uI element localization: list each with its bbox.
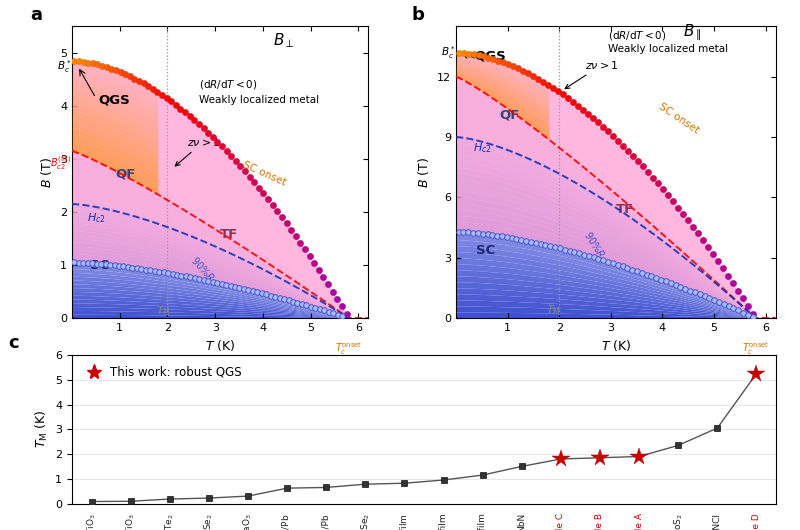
Text: $T_{\mathrm{M}}$: $T_{\mathrm{M}}$	[155, 304, 170, 317]
Text: $z\nu > 1$: $z\nu > 1$	[175, 136, 220, 166]
Text: a: a	[30, 6, 42, 23]
Text: c: c	[9, 334, 19, 352]
Y-axis label: $B$ (T): $B$ (T)	[39, 157, 54, 188]
Text: $(\mathrm{d}R/\mathrm{d}T < 0)$: $(\mathrm{d}R/\mathrm{d}T < 0)$	[608, 29, 667, 42]
Text: $(\mathrm{d}R/\mathrm{d}T < 0)$: $(\mathrm{d}R/\mathrm{d}T < 0)$	[198, 78, 258, 91]
Text: $T_c^{\rm onset}$: $T_c^{\rm onset}$	[335, 340, 362, 357]
Text: TF: TF	[616, 204, 634, 216]
Text: $T_{\mathrm{M}}$: $T_{\mathrm{M}}$	[546, 303, 561, 317]
Y-axis label: $B$ (T): $B$ (T)	[417, 157, 431, 188]
Text: SC: SC	[90, 259, 110, 272]
Text: 90%$R_n$: 90%$R_n$	[580, 229, 610, 266]
Text: SC onset: SC onset	[658, 101, 702, 135]
Text: QGS: QGS	[474, 50, 506, 63]
Text: SC onset: SC onset	[242, 160, 288, 188]
Text: $B_{\perp}$: $B_{\perp}$	[273, 31, 294, 50]
Legend: This work: robust QGS: This work: robust QGS	[78, 361, 246, 383]
Text: $B_{\parallel}$: $B_{\parallel}$	[683, 23, 702, 43]
Text: TF: TF	[220, 228, 238, 242]
Text: $z\nu > 1$: $z\nu > 1$	[565, 59, 618, 89]
Text: $B_c^*$: $B_c^*$	[57, 58, 71, 75]
Text: SC: SC	[476, 244, 495, 257]
Text: $H_{c2}$: $H_{c2}$	[87, 211, 106, 225]
Text: QGS: QGS	[98, 93, 130, 107]
Text: $B_{c2}^{\rm(fit)}$: $B_{c2}^{\rm(fit)}$	[50, 154, 71, 172]
X-axis label: $T$ (K): $T$ (K)	[601, 339, 631, 354]
Text: b: b	[411, 6, 424, 23]
Text: QF: QF	[500, 109, 520, 122]
Text: QF: QF	[115, 167, 135, 181]
Text: 90%$R_n$: 90%$R_n$	[186, 254, 220, 289]
Text: $T_c^{\rm onset}$: $T_c^{\rm onset}$	[742, 340, 769, 357]
Text: Weakly localized metal: Weakly localized metal	[198, 95, 318, 105]
Y-axis label: $T_{\mathrm{M}}$ (K): $T_{\mathrm{M}}$ (K)	[34, 410, 50, 448]
Text: $B_c^*$: $B_c^*$	[441, 44, 455, 61]
Text: $H_{c2}$: $H_{c2}$	[473, 141, 491, 155]
X-axis label: $T$ (K): $T$ (K)	[205, 339, 235, 354]
Text: Weakly localized metal: Weakly localized metal	[608, 43, 728, 54]
